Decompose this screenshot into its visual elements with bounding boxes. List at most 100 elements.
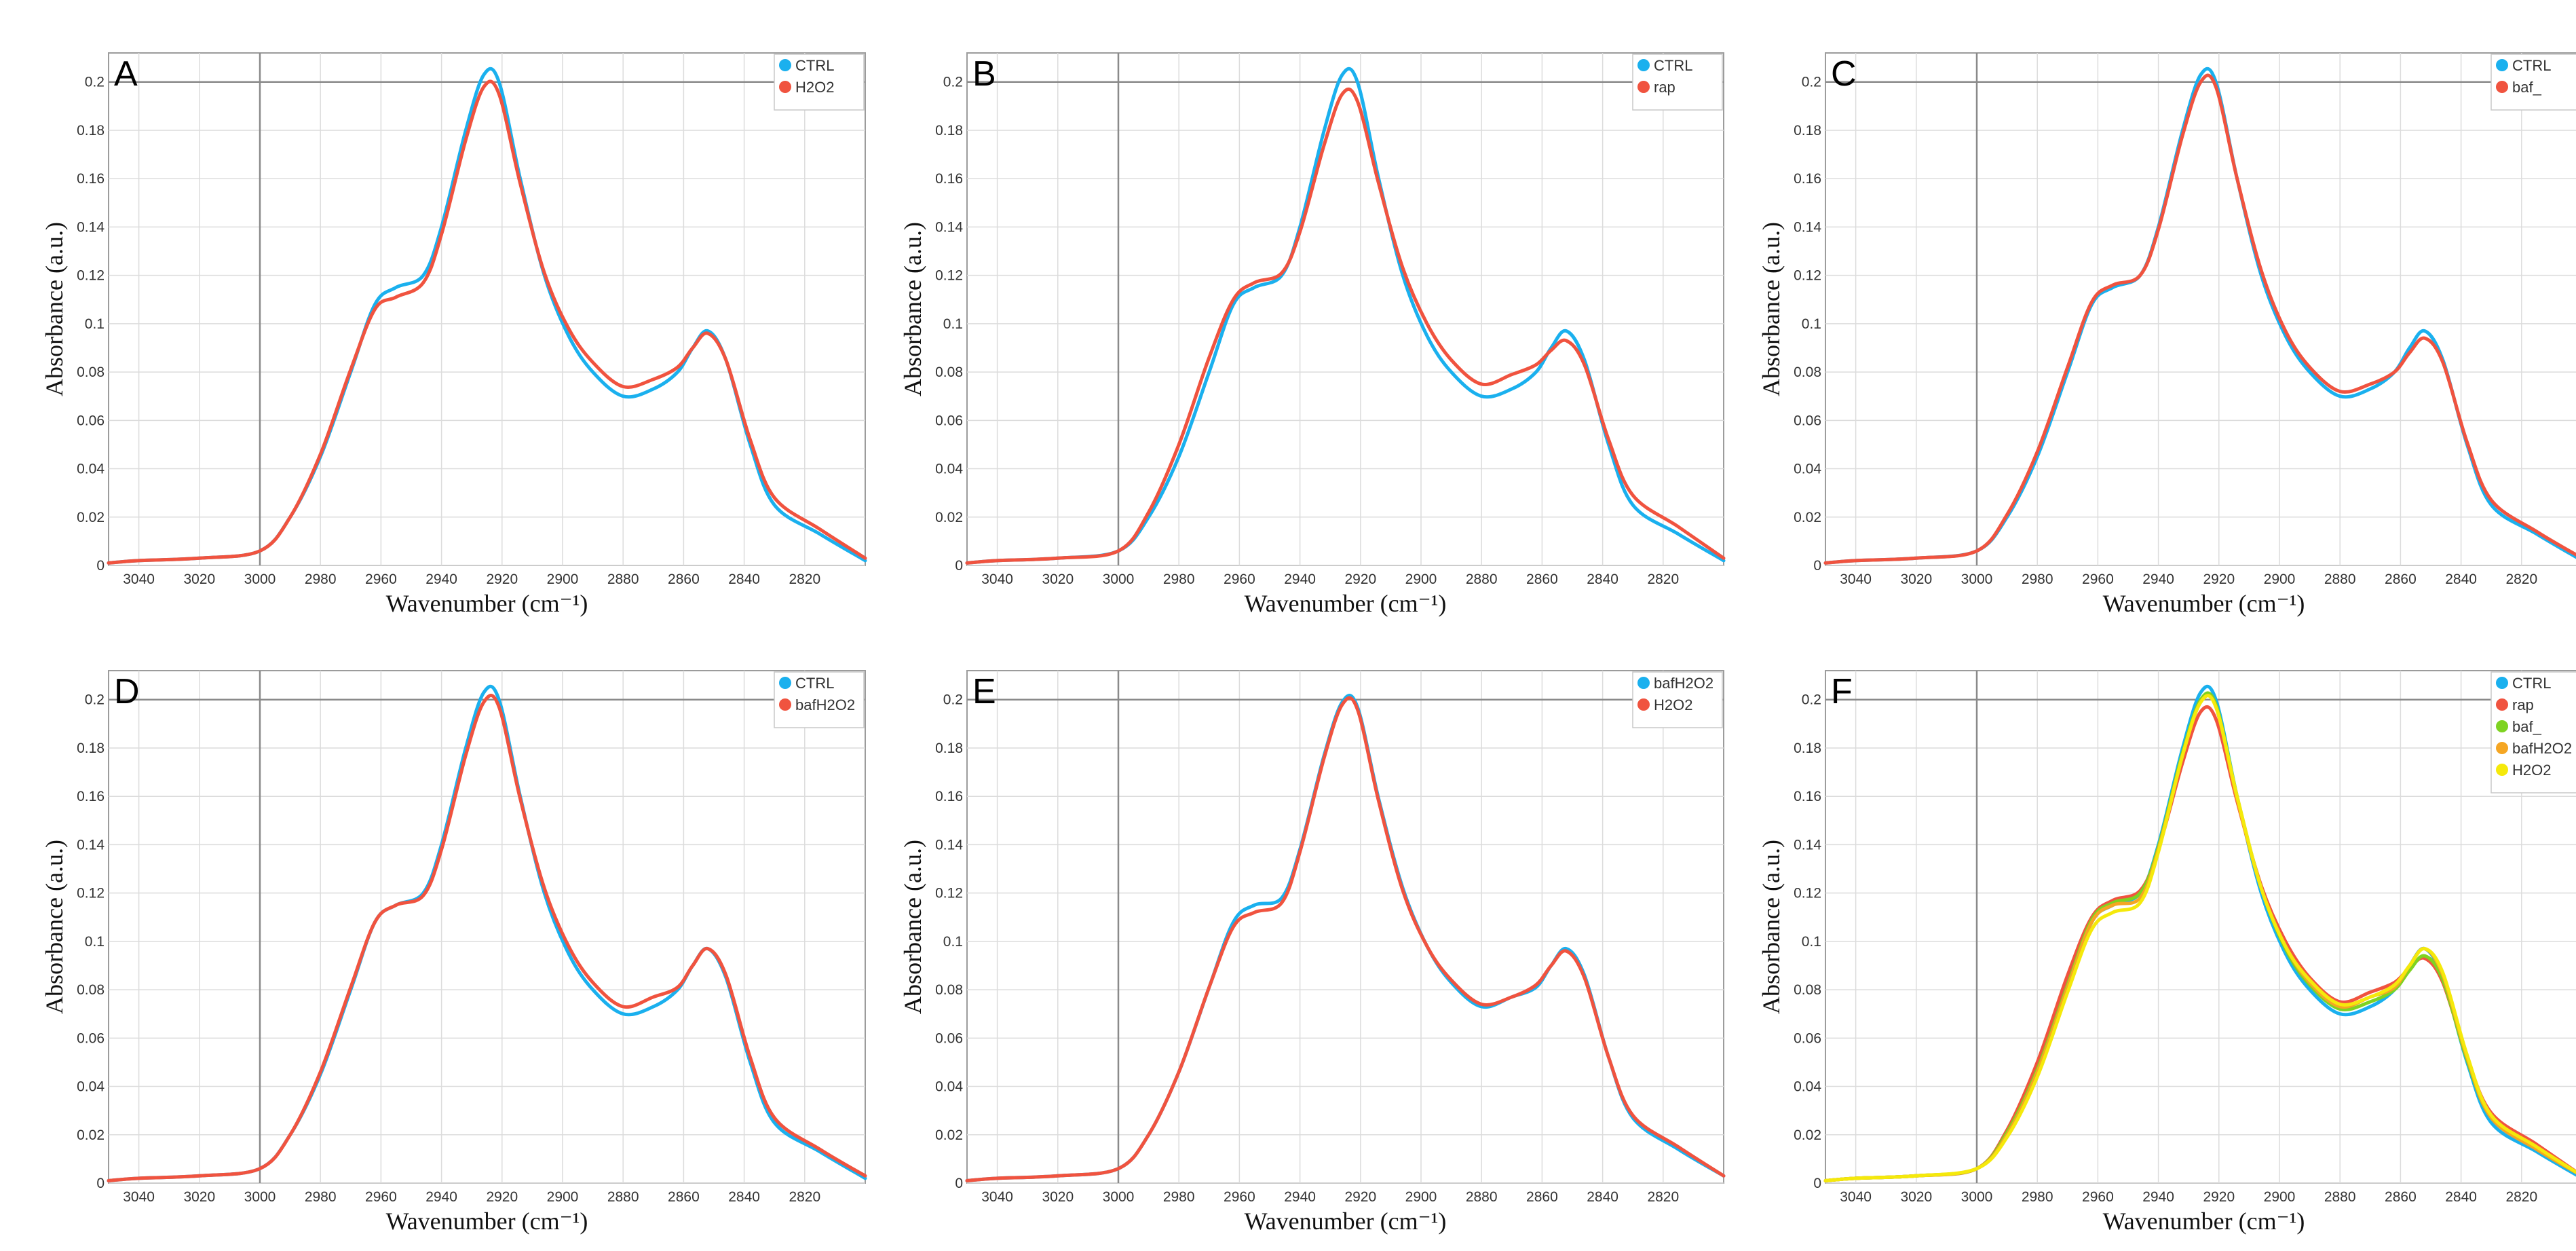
legend-label: rap: [2512, 696, 2534, 713]
y-axis-title: Absorbance (a.u.): [41, 840, 68, 1014]
legend-label: CTRL: [2512, 57, 2551, 74]
x-tick-label: 3020: [1042, 1189, 1074, 1205]
x-tick-label: 2900: [1405, 572, 1437, 587]
legend: CTRL baf_: [2490, 54, 2576, 111]
legend: CTRL rap baf_ bafH2O2 H2O2: [2490, 671, 2576, 793]
legend-marker: [1637, 81, 1650, 93]
x-tick-label: 2840: [2445, 1189, 2477, 1205]
x-tick-label: 2860: [668, 572, 700, 587]
x-tick-label: 3040: [1840, 1189, 1872, 1205]
panel-B: 3040 3020 3000 2980 2960 2940 2920 2900 2880 2860…: [858, 0, 1726, 618]
legend-marker: [1637, 698, 1650, 711]
x-tick-label: 2860: [2385, 572, 2417, 587]
x-tick-label: 2840: [728, 572, 760, 587]
series-line-H2O2: [107, 79, 867, 565]
panel-letter: F: [1831, 672, 1853, 711]
legend: bafH2O2 H2O2: [1632, 671, 1723, 728]
x-tick-label: 2900: [547, 1189, 579, 1205]
x-tick-label: 2820: [2505, 572, 2537, 587]
series-line-rap: [965, 87, 1726, 565]
x-tick-label: 2980: [1163, 572, 1195, 587]
y-tick-label: 0.18: [935, 741, 963, 756]
x-tick-label: 2960: [2082, 572, 2114, 587]
y-tick-label: 0.02: [77, 510, 105, 525]
y-tick-label: 0.1: [1802, 934, 1821, 950]
x-axis-title: Wavenumber (cm⁻¹): [1245, 590, 1447, 617]
y-tick-label: 0.2: [943, 75, 963, 90]
y-tick-label: 0.16: [77, 171, 105, 187]
x-tick-label: 2820: [2505, 1189, 2537, 1205]
y-tick-label: 0.18: [77, 123, 105, 138]
y-tick-label: 0.12: [935, 886, 963, 901]
x-tick-label: 3040: [123, 1189, 155, 1205]
panel-C: 3040 3020 3000 2980 2960 2940 2920 2900 2880 2860…: [1717, 0, 2576, 618]
y-tick-label: 0.04: [1794, 462, 1821, 477]
y-tick-label: 0: [1813, 558, 1821, 574]
y-tick-label: 0.14: [935, 837, 963, 853]
x-tick-label: 2980: [2022, 1189, 2053, 1205]
x-tick-label: 3020: [183, 572, 215, 587]
y-tick-label: 0.16: [935, 789, 963, 804]
y-tick-label: 0.1: [943, 934, 963, 950]
x-tick-label: 2940: [425, 1189, 457, 1205]
y-tick-label: 0: [96, 1176, 105, 1191]
legend: CTRL rap: [1632, 54, 1723, 111]
x-tick-label: 2840: [1587, 1189, 1618, 1205]
y-tick-label: 0.16: [1794, 789, 1821, 804]
legend-marker: [2496, 764, 2508, 776]
legend-marker: [779, 698, 791, 711]
y-tick-label: 0.06: [935, 1030, 963, 1046]
legend-marker: [2496, 677, 2508, 689]
y-tick-label: 0.08: [935, 365, 963, 380]
x-tick-label: 2880: [1466, 1189, 1498, 1205]
chart-A: 3040 3020 3000 2980 2960 2940 2920 2900 2880 2860…: [41, 52, 867, 617]
chart-B: 3040 3020 3000 2980 2960 2940 2920 2900 2880 2860…: [899, 52, 1726, 617]
y-tick-label: 0.18: [1794, 741, 1821, 756]
y-tick-label: 0.18: [77, 741, 105, 756]
x-tick-label: 3000: [1961, 572, 1993, 587]
y-tick-label: 0.16: [77, 789, 105, 804]
y-tick-label: 0.06: [77, 413, 105, 428]
y-tick-label: 0.02: [1794, 510, 1821, 525]
x-tick-label: 2940: [2142, 1189, 2174, 1205]
series-line-H2O2: [1823, 694, 2576, 1182]
x-tick-label: 2900: [2264, 572, 2296, 587]
x-tick-label: 2980: [305, 1189, 337, 1205]
y-tick-label: 0.1: [943, 316, 963, 332]
legend-marker: [779, 59, 791, 71]
y-tick-label: 0.04: [935, 462, 963, 477]
x-tick-label: 2900: [2264, 1189, 2296, 1205]
chart-D: 3040 3020 3000 2980 2960 2940 2920 2900 2880 2860…: [41, 670, 867, 1235]
y-tick-label: 0.08: [77, 365, 105, 380]
panel-letter: D: [114, 672, 140, 711]
y-tick-label: 0.02: [1794, 1127, 1821, 1143]
panel-letter: E: [972, 672, 996, 711]
y-tick-label: 0.06: [1794, 413, 1821, 428]
y-tick-label: 0.04: [935, 1079, 963, 1095]
y-tick-label: 0.1: [85, 316, 105, 332]
plot-area: [108, 52, 866, 566]
panel-letter: C: [1831, 54, 1857, 94]
legend-marker: [2496, 698, 2508, 711]
y-axis-title: Absorbance (a.u.): [41, 222, 68, 396]
y-tick-label: 0.12: [77, 886, 105, 901]
x-tick-label: 2880: [2324, 572, 2356, 587]
x-axis-title: Wavenumber (cm⁻¹): [2103, 1208, 2305, 1235]
x-tick-label: 2860: [2385, 1189, 2417, 1205]
x-tick-label: 2980: [2022, 572, 2053, 587]
y-tick-label: 0: [1813, 1176, 1821, 1191]
x-tick-label: 3020: [1900, 1189, 1932, 1205]
x-tick-label: 2920: [486, 1189, 518, 1205]
x-tick-label: 2940: [425, 572, 457, 587]
y-tick-label: 0.04: [77, 462, 105, 477]
x-tick-label: 2940: [1284, 1189, 1316, 1205]
legend-marker: [2496, 742, 2508, 754]
legend-marker: [1637, 59, 1650, 71]
x-tick-label: 2920: [2203, 572, 2235, 587]
x-tick-label: 3000: [1103, 1189, 1135, 1205]
x-tick-label: 2880: [607, 1189, 639, 1205]
legend: CTRL H2O2: [774, 54, 865, 111]
x-tick-label: 3040: [981, 572, 1013, 587]
x-axis-title: Wavenumber (cm⁻¹): [386, 590, 588, 617]
x-tick-label: 3040: [123, 572, 155, 587]
